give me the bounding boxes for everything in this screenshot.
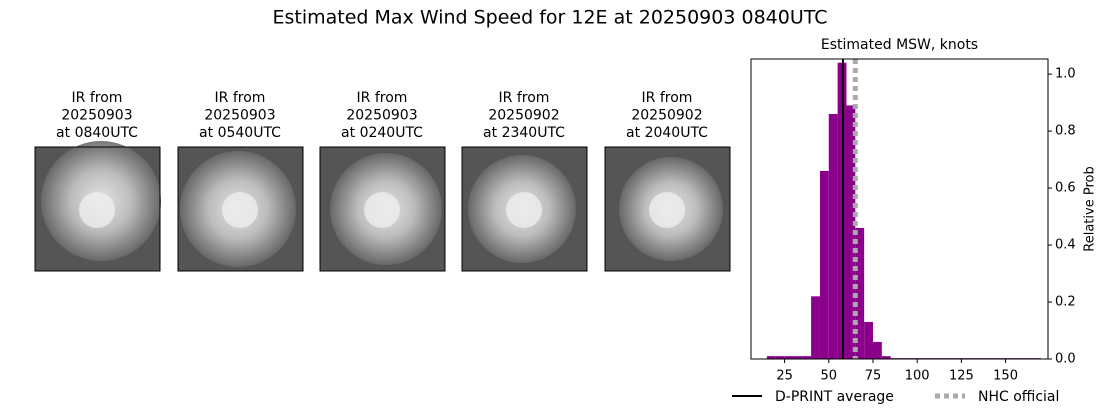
image-caption: 20250903 — [346, 108, 417, 124]
bar — [872, 341, 882, 359]
chart-title: Estimated MSW, knots — [821, 37, 978, 53]
x-tick-label: 150 — [993, 369, 1018, 384]
y-tick-label: 0.0 — [1055, 352, 1076, 367]
legend-label: D-PRINT average — [775, 389, 894, 405]
image-caption: at 2040UTC — [626, 125, 708, 141]
x-tick-label: 75 — [865, 369, 882, 384]
y-axis-label: Relative Prob — [1083, 166, 1098, 251]
plot-frame — [750, 58, 1049, 360]
y-tick-label: 1.0 — [1055, 67, 1076, 82]
bar — [855, 227, 865, 359]
x-tick-label: 125 — [949, 369, 974, 384]
y-tick-label: 0.4 — [1055, 238, 1076, 253]
image-caption: 20250903 — [61, 108, 132, 124]
bar — [784, 356, 794, 359]
image-caption: 20250903 — [204, 108, 275, 124]
bar — [846, 105, 856, 359]
histogram-chart: Estimated MSW, knots D-PRINT average NHC o… — [732, 37, 1098, 405]
y-tick-label: 0.2 — [1055, 295, 1076, 310]
image-caption: IR from — [499, 90, 550, 106]
image-caption: at 0840UTC — [56, 125, 138, 141]
bar — [793, 356, 803, 359]
image-caption: IR from — [357, 90, 408, 106]
image-caption: IR from — [215, 90, 266, 106]
x-tick-label: 50 — [821, 369, 838, 384]
bar — [819, 170, 829, 359]
ir-eye — [364, 192, 400, 228]
legend-label: NHC official — [978, 389, 1059, 405]
bar — [775, 356, 785, 359]
bar — [811, 296, 820, 359]
y-tick-label: 0.8 — [1055, 124, 1076, 139]
ir-image-frame — [319, 146, 446, 272]
ir-image-frame — [177, 146, 304, 272]
y-tick-label: 0.6 — [1055, 181, 1076, 196]
image-caption: at 0240UTC — [341, 125, 423, 141]
image-caption: IR from — [72, 90, 123, 106]
page-title: Estimated Max Wind Speed for 12E at 2025… — [272, 7, 827, 29]
ir-eye — [649, 192, 685, 228]
image-caption: 20250902 — [631, 108, 702, 124]
ir-image-frame — [34, 146, 161, 272]
bar — [766, 356, 776, 359]
bar — [881, 356, 891, 359]
bar — [864, 321, 873, 359]
ir-image-frame — [604, 146, 731, 272]
image-caption: at 2340UTC — [483, 125, 565, 141]
ir-eye — [79, 192, 115, 228]
bar — [828, 113, 838, 360]
image-caption: IR from — [642, 90, 693, 106]
x-tick-label: 25 — [776, 369, 793, 384]
bar — [802, 356, 812, 359]
x-tick-label: 100 — [905, 369, 930, 384]
ir-eye — [222, 192, 258, 228]
image-caption: 20250902 — [488, 108, 559, 124]
ir-eye — [506, 192, 542, 228]
ir-image-frame — [461, 146, 588, 272]
image-caption: at 0540UTC — [199, 125, 281, 141]
